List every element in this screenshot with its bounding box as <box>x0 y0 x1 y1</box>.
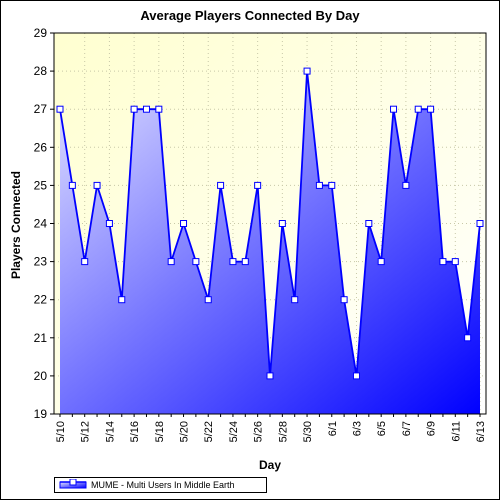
data-point <box>377 258 385 266</box>
y-tick-label: 23 <box>34 255 48 269</box>
x-tick-label: 5/18 <box>154 421 166 442</box>
data-point <box>328 181 336 189</box>
y-tick-label: 29 <box>34 26 48 40</box>
data-point <box>315 181 323 189</box>
data-point <box>254 181 262 189</box>
data-point <box>451 258 459 266</box>
data-point <box>229 258 237 266</box>
legend-swatch <box>59 479 87 489</box>
y-tick-label: 28 <box>34 64 48 78</box>
data-point <box>155 105 163 113</box>
data-point <box>130 105 138 113</box>
y-tick-label: 25 <box>34 178 48 192</box>
x-tick-label: 6/11 <box>450 421 462 442</box>
data-point <box>340 296 348 304</box>
x-tick-label: 5/14 <box>104 421 116 442</box>
data-point <box>180 220 188 227</box>
x-tick-label: 5/16 <box>129 421 141 442</box>
y-tick-label: 21 <box>34 331 48 345</box>
chart-title: Average Players Connected By Day <box>140 8 360 23</box>
data-point <box>167 258 175 266</box>
x-tick-label: 6/9 <box>426 421 438 436</box>
x-tick-label: 5/28 <box>277 421 289 442</box>
y-tick-label: 27 <box>34 102 48 116</box>
data-point <box>105 220 113 227</box>
legend-label: MUME - Multi Users In Middle Earth <box>91 480 235 490</box>
data-point <box>464 334 472 342</box>
y-tick-label: 20 <box>34 369 48 383</box>
x-tick-label: 5/30 <box>302 421 314 442</box>
data-point <box>192 258 200 266</box>
data-point <box>427 105 435 113</box>
x-axis-ticks: 5/10 5/12 5/14 5/16 5/18 5/20 5/22 5/24 5/26 5/28… <box>55 414 487 442</box>
y-tick-label: 19 <box>34 407 48 421</box>
x-tick-label: 6/5 <box>376 421 388 436</box>
y-tick-label: 24 <box>34 217 48 231</box>
data-point <box>278 220 286 227</box>
series-markers <box>56 67 484 380</box>
x-tick-label: 5/10 <box>55 421 67 442</box>
x-tick-label: 5/20 <box>179 421 191 442</box>
data-point <box>56 105 64 113</box>
data-point <box>217 181 225 189</box>
data-point <box>414 105 422 113</box>
data-point <box>142 105 150 113</box>
x-tick-label: 5/26 <box>253 421 265 442</box>
x-tick-label: 5/22 <box>203 421 215 442</box>
data-point <box>352 372 360 380</box>
data-point <box>476 220 484 227</box>
data-point <box>303 67 311 75</box>
y-tick-label: 26 <box>34 140 48 154</box>
data-point <box>118 296 126 304</box>
area-fill <box>60 71 480 414</box>
data-point <box>81 258 89 266</box>
data-point <box>204 296 212 304</box>
y-axis-ticks: 19 20 21 22 23 24 25 26 27 28 29 <box>34 26 54 421</box>
x-axis-label: Day <box>258 458 281 472</box>
data-point <box>390 105 398 113</box>
x-tick-label: 6/3 <box>351 421 363 436</box>
data-point <box>439 258 447 266</box>
data-point <box>402 181 410 189</box>
data-point <box>241 258 249 266</box>
data-point <box>68 181 76 189</box>
x-tick-label: 6/1 <box>327 421 339 436</box>
data-point <box>291 296 299 304</box>
data-point <box>266 372 274 380</box>
y-tick-label: 22 <box>34 293 48 307</box>
x-tick-label: 5/12 <box>80 421 92 442</box>
legend: MUME - Multi Users In Middle Earth <box>54 477 267 493</box>
data-point <box>365 220 373 227</box>
y-axis-label: Players Connected <box>9 170 23 280</box>
series-area <box>60 71 480 414</box>
x-tick-label: 6/13 <box>475 421 487 442</box>
data-point <box>93 181 101 189</box>
x-tick-label: 5/24 <box>228 421 240 442</box>
x-tick-label: 6/7 <box>401 421 413 436</box>
